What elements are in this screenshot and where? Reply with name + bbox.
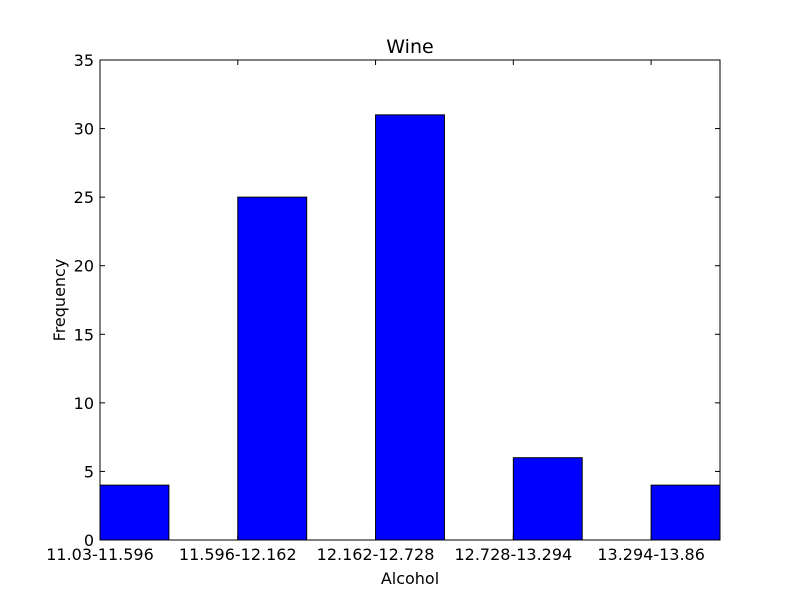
y-tick-label-2: 10 (74, 394, 94, 413)
bar-3 (512, 457, 583, 541)
plot-frame (99, 59, 721, 541)
chart-title: Wine (386, 36, 433, 58)
bars-group (99, 114, 721, 541)
y-axis-label: Frequency (50, 259, 69, 342)
y-tick-label-0: 0 (84, 531, 94, 550)
x-tick-label-1: 11.596-12.162 (179, 545, 297, 564)
bar-1 (237, 196, 308, 541)
y-tick-label-7: 35 (74, 51, 94, 70)
bar-2 (375, 114, 445, 541)
x-tick-label-4: 13.294-13.86 (597, 545, 705, 564)
x-tick-label-0: 11.03-11.596 (46, 545, 154, 564)
y-tick-label-3: 15 (74, 325, 94, 344)
x-axis-label: Alcohol (381, 569, 439, 588)
x-tick-label-3: 12.728-13.294 (454, 545, 572, 564)
y-tick-label-1: 5 (84, 462, 94, 481)
x-axis-ticks: 11.03-11.596 11.596-12.162 12.162-12.728 12… (46, 60, 705, 564)
bar-0 (99, 484, 170, 541)
y-axis-ticks: 0 5 10 15 20 25 30 35 (74, 51, 720, 550)
y-tick-label-4: 20 (74, 257, 94, 276)
x-tick-label-2: 12.162-12.728 (317, 545, 435, 564)
y-tick-label-6: 30 (74, 120, 94, 139)
y-tick-label-5: 25 (74, 188, 94, 207)
bar-4 (650, 484, 721, 541)
